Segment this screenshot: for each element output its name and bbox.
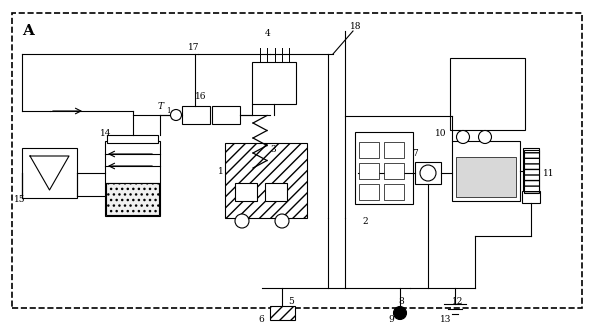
Circle shape [235, 214, 249, 228]
FancyBboxPatch shape [22, 148, 77, 198]
FancyBboxPatch shape [384, 184, 404, 200]
Text: 1: 1 [218, 167, 224, 176]
Text: 11: 11 [543, 169, 555, 178]
Text: 16: 16 [195, 92, 206, 101]
Text: 17: 17 [188, 43, 199, 52]
Polygon shape [30, 156, 69, 190]
Text: 5: 5 [288, 297, 294, 306]
FancyBboxPatch shape [235, 183, 257, 201]
Circle shape [456, 130, 469, 143]
Text: 6: 6 [258, 315, 264, 324]
FancyBboxPatch shape [355, 132, 413, 204]
FancyBboxPatch shape [225, 143, 307, 218]
Circle shape [420, 165, 436, 181]
Text: 10: 10 [435, 129, 446, 138]
Text: 3: 3 [270, 145, 275, 154]
FancyBboxPatch shape [212, 106, 240, 124]
Text: 2: 2 [362, 217, 368, 226]
Text: 15: 15 [14, 195, 26, 204]
FancyBboxPatch shape [452, 141, 520, 201]
Text: 8: 8 [398, 297, 404, 306]
FancyBboxPatch shape [270, 306, 295, 320]
Text: 14: 14 [100, 129, 111, 138]
FancyBboxPatch shape [456, 157, 516, 197]
Circle shape [275, 214, 289, 228]
Text: 9: 9 [388, 315, 394, 324]
Text: 12: 12 [452, 297, 464, 306]
FancyBboxPatch shape [106, 183, 159, 215]
FancyBboxPatch shape [359, 163, 379, 179]
FancyBboxPatch shape [522, 191, 540, 203]
Text: 1: 1 [167, 107, 171, 115]
Text: 13: 13 [440, 315, 452, 324]
FancyBboxPatch shape [523, 148, 539, 193]
Circle shape [171, 110, 181, 121]
Text: T: T [158, 102, 164, 111]
Text: 4: 4 [265, 29, 271, 38]
FancyBboxPatch shape [107, 135, 158, 143]
FancyBboxPatch shape [359, 142, 379, 158]
FancyBboxPatch shape [524, 150, 538, 192]
FancyBboxPatch shape [384, 142, 404, 158]
Circle shape [478, 130, 491, 143]
FancyBboxPatch shape [12, 13, 582, 308]
Circle shape [393, 306, 406, 319]
FancyBboxPatch shape [252, 62, 296, 104]
FancyBboxPatch shape [105, 141, 160, 216]
Text: 18: 18 [350, 22, 362, 31]
Text: A: A [22, 24, 34, 38]
Text: 7: 7 [412, 149, 418, 158]
FancyBboxPatch shape [265, 183, 287, 201]
FancyBboxPatch shape [359, 184, 379, 200]
FancyBboxPatch shape [182, 106, 210, 124]
FancyBboxPatch shape [384, 163, 404, 179]
FancyBboxPatch shape [415, 162, 441, 184]
